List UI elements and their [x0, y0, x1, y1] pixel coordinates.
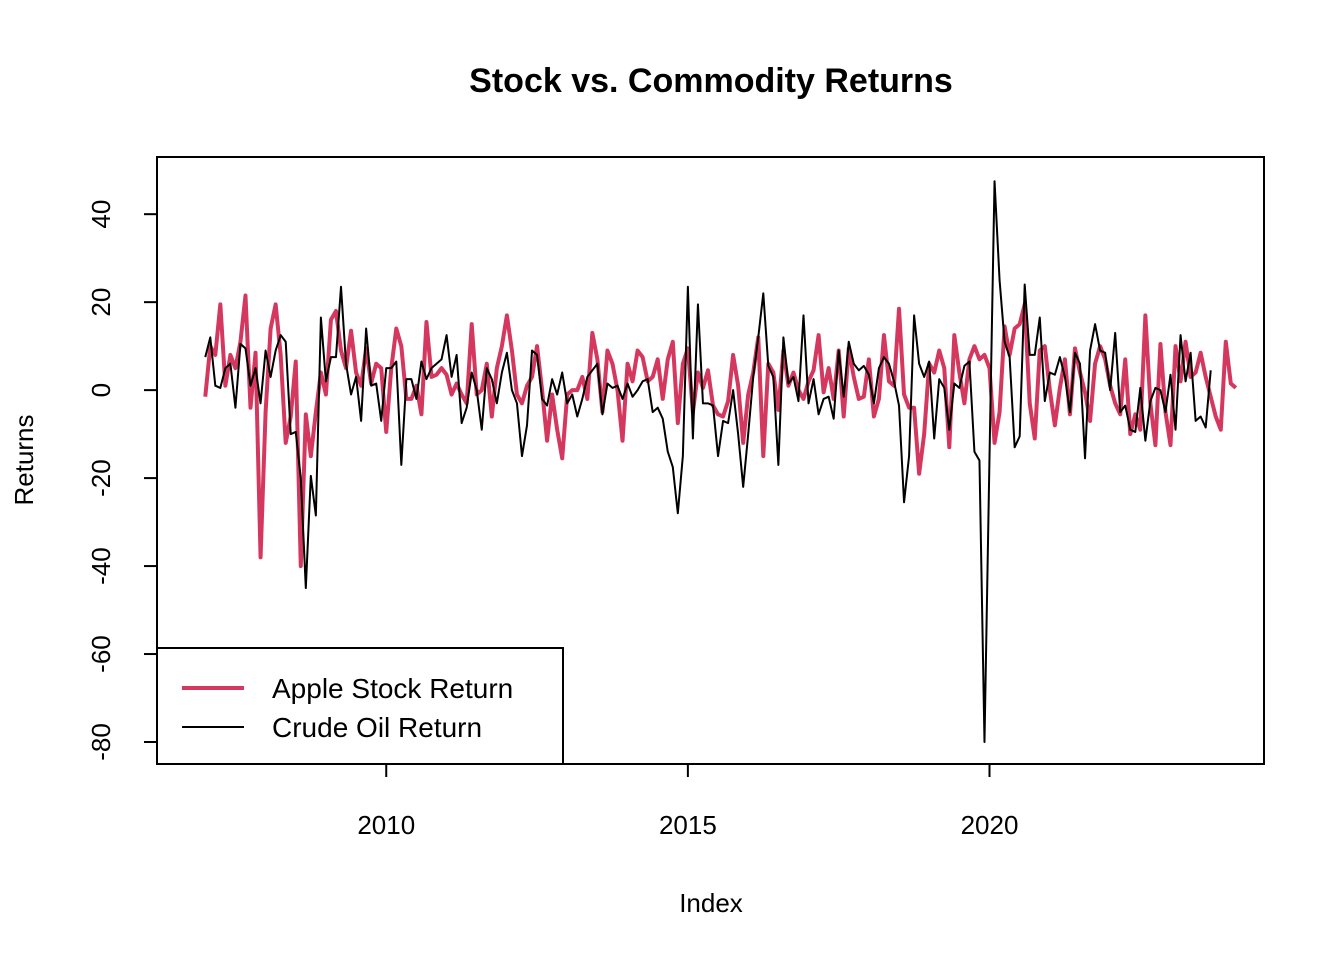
y-axis-label: Returns	[9, 414, 39, 505]
y-tick-label: 0	[86, 383, 116, 397]
y-tick-label: -60	[86, 635, 116, 673]
plot-frame	[156, 156, 1265, 765]
y-tick-label: 20	[86, 288, 116, 317]
legend-box	[156, 647, 564, 765]
x-tick-label: 2020	[961, 810, 1019, 840]
series-line-crude-oil-return	[204, 180, 1212, 744]
y-tick-label: 40	[86, 200, 116, 229]
series-line-apple-stock-return	[203, 293, 1238, 569]
y-tick-label: -40	[86, 547, 116, 585]
x-tick-label: 2015	[659, 810, 717, 840]
legend-label-apple: Apple Stock Return	[272, 673, 513, 704]
series-layer	[203, 180, 1238, 744]
chart-title: Stock vs. Commodity Returns	[469, 62, 953, 100]
x-tick-label: 2010	[357, 810, 415, 840]
y-tick-label: -20	[86, 459, 116, 497]
x-axis: 2010 2015 2020	[357, 764, 1018, 840]
legend: Apple Stock Return Crude Oil Return	[156, 647, 564, 765]
y-tick-label: -80	[86, 723, 116, 761]
y-axis: -80 -60 -40 -20 0 20 40	[86, 200, 157, 761]
legend-label-crude-oil: Crude Oil Return	[272, 712, 482, 743]
x-axis-label: Index	[679, 888, 743, 918]
